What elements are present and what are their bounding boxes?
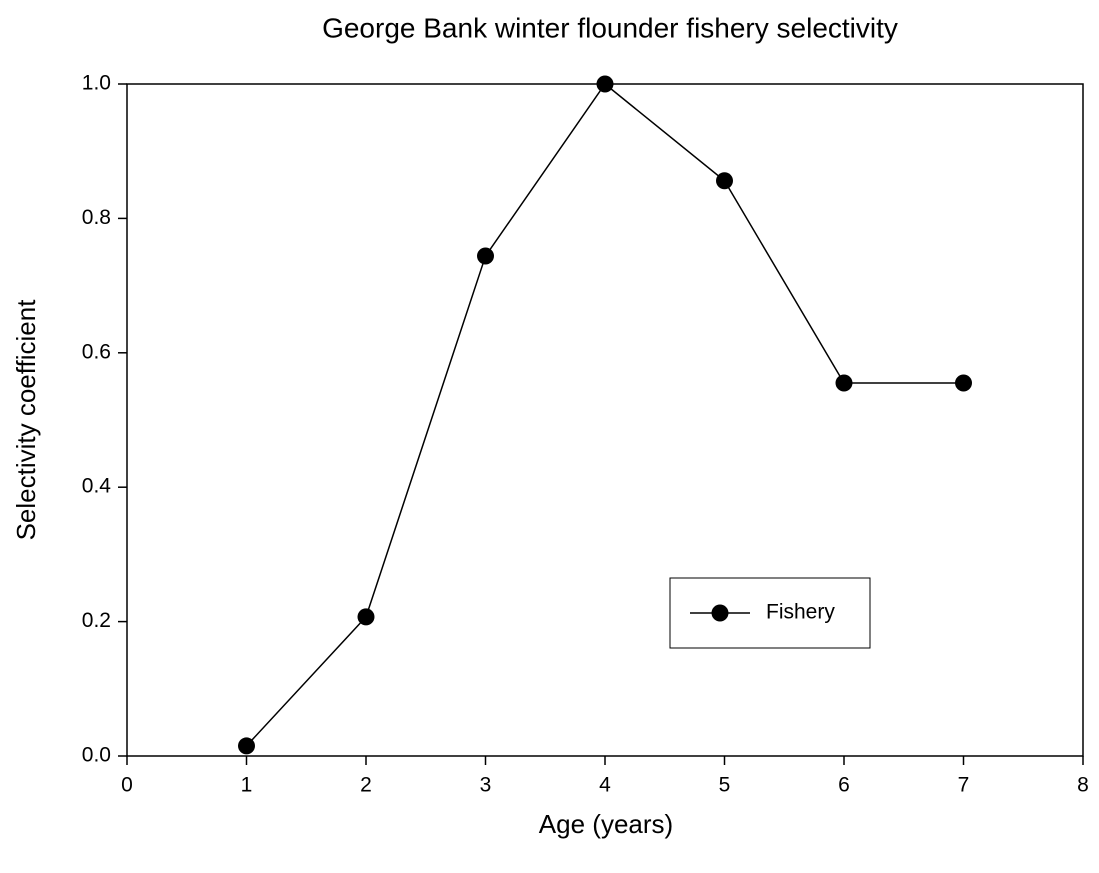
x-tick-label: 4 (599, 774, 611, 797)
x-tick-label: 5 (719, 774, 731, 797)
x-tick-label: 3 (480, 774, 492, 797)
data-point (238, 737, 255, 755)
y-tick-label: 0.2 (82, 609, 111, 632)
data-point (357, 608, 375, 626)
data-point (835, 374, 853, 392)
chart-title: George Bank winter flounder fishery sele… (322, 12, 898, 43)
y-tick-label: 0.8 (82, 206, 111, 229)
x-tick-label: 2 (360, 774, 372, 797)
data-point (955, 374, 972, 392)
data-point (477, 247, 494, 265)
x-tick-label: 8 (1077, 774, 1089, 797)
y-tick-label: 0.4 (82, 475, 112, 498)
data-point (716, 172, 733, 190)
data-point (596, 75, 614, 93)
x-axis-title: Age (years) (539, 809, 673, 839)
y-tick-label: 1.0 (82, 72, 111, 95)
legend-marker (711, 604, 729, 622)
x-tick-label: 7 (958, 774, 970, 797)
x-tick-label: 6 (838, 774, 850, 797)
legend-label: Fishery (766, 601, 835, 624)
y-tick-label: 0.0 (82, 744, 111, 767)
y-axis-title: Selectivity coefficient (11, 299, 41, 541)
y-tick-label: 0.6 (82, 340, 111, 363)
x-tick-label: 0 (121, 774, 133, 797)
x-tick-label: 1 (241, 774, 253, 797)
